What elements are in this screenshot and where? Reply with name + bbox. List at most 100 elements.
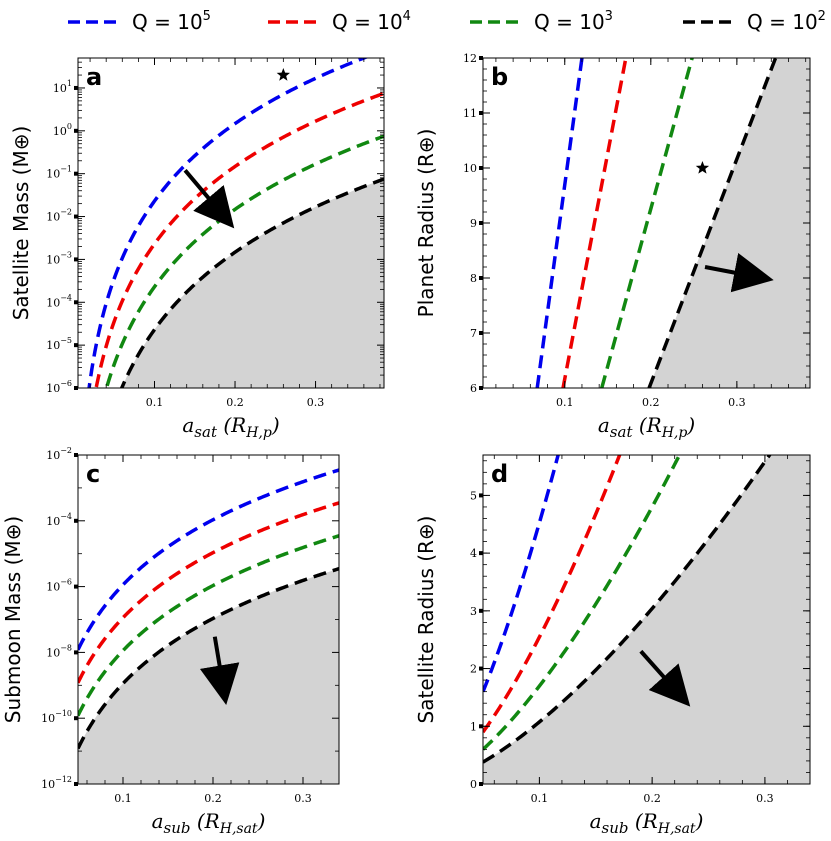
legend-entry-3: Q = 103 [470, 9, 613, 34]
y-tick-label: 10−2 [46, 208, 72, 224]
y-tick-label: 10−6 [46, 379, 72, 395]
legend-exponent: 2 [818, 9, 826, 24]
y-tick-mark [74, 584, 78, 589]
y-tick-exponent: −4 [60, 512, 72, 521]
y-tick-exponent: 1 [67, 79, 72, 88]
direction-arrow [199, 636, 240, 706]
y-tick-label: 0 [470, 778, 477, 791]
y-tick-exponent: −6 [60, 379, 72, 388]
star-marker [695, 161, 710, 174]
curve-q-10-3 [78, 534, 339, 717]
y-tick-label: 5 [470, 489, 477, 502]
y-tick-mark [479, 608, 483, 613]
legend-entry-4: Q = 102 [683, 9, 826, 34]
x-tick-label: 0.2 [204, 792, 222, 805]
curve-q-10-4 [94, 91, 384, 388]
x-axis-label-close: ) [257, 809, 266, 833]
y-tick-exponent: −4 [60, 293, 72, 302]
y-tick-mark [74, 214, 78, 219]
x-tick-label: 0.3 [728, 396, 746, 409]
y-tick-label: 6 [470, 382, 477, 395]
x-tick-label: 0.3 [756, 792, 774, 805]
y-axis-label: Satellite Mass (M⊕) [9, 126, 33, 321]
y-tick-label: 7 [470, 327, 477, 340]
y-tick-mark [479, 666, 483, 671]
y-tick-exponent: −5 [60, 336, 72, 345]
x-axis-label-close: ) [686, 413, 695, 437]
curve-q-10-3 [483, 455, 682, 751]
x-axis-label-close: ) [695, 809, 704, 833]
x-axis-label-units: (R [629, 809, 658, 833]
x-axis-label: asat (RH,p) [182, 413, 279, 441]
curve-q-10-4 [561, 58, 628, 388]
excluded-region [483, 455, 810, 784]
panel-letter: c [86, 460, 100, 488]
excluded-region [90, 179, 384, 388]
legend-label: Q = 104 [332, 9, 411, 34]
x-axis-label-units: (R [217, 413, 246, 437]
y-tick-exponent: −8 [60, 643, 72, 652]
y-tick-mark [479, 221, 483, 225]
panel-b: 0.1 0.2 0.3 6 7 8 9 10 11 12 asat (RH,p) Planet Rad… [414, 52, 811, 441]
curve-q-10-5 [483, 455, 560, 693]
x-axis-label-sub: sat [610, 423, 634, 441]
panel-a: 0.1 0.2 0.310−610−510−410−310−210−1100101a… [9, 57, 385, 441]
excluded-region [649, 58, 810, 388]
y-tick-mark [479, 276, 483, 280]
legend-exponent: 4 [403, 9, 411, 24]
direction-arrow [704, 252, 774, 293]
y-tick-exponent: −10 [55, 709, 72, 718]
x-tick-label: 0.1 [114, 792, 132, 805]
panel-letter: a [86, 63, 102, 91]
star-marker [276, 68, 290, 81]
y-axis-label: Satellite Radius (R⊕) [414, 516, 438, 724]
y-tick-label: 10−6 [46, 578, 72, 594]
y-tick-exponent: −2 [60, 446, 72, 455]
y-tick-mark [74, 343, 78, 348]
legend-entry-2: Q = 104 [268, 9, 411, 34]
y-tick-label: 10−4 [46, 512, 72, 528]
curve-q-10-4 [78, 501, 339, 684]
x-axis-label: asat (RH,p) [598, 413, 695, 441]
y-tick-mark [479, 386, 483, 390]
y-tick-label: 10−4 [46, 293, 72, 309]
x-axis-label-units-sub: H,p [661, 425, 688, 441]
y-tick-mark [74, 518, 78, 523]
y-tick-mark [479, 724, 483, 729]
x-tick-label: 0.2 [642, 396, 660, 409]
y-tick-label: 1 [470, 720, 477, 733]
y-tick-exponent: −2 [60, 208, 72, 217]
y-tick-exponent: −1 [60, 165, 72, 174]
y-tick-label: 2 [470, 663, 477, 676]
curve-q-10-2 [119, 177, 384, 388]
legend-exponent: 3 [605, 9, 613, 24]
y-tick-label: 4 [470, 547, 477, 560]
y-tick-mark [74, 128, 78, 133]
panel-letter: b [491, 63, 508, 91]
y-tick-label: 8 [470, 272, 477, 285]
y-tick-exponent: −6 [60, 578, 72, 587]
y-tick-mark [479, 493, 483, 498]
legend-entry-1: Q = 105 [68, 9, 211, 34]
x-axis-label-close: ) [271, 413, 280, 437]
y-tick-label: 12 [463, 52, 477, 65]
y-tick-label: 3 [470, 605, 477, 618]
y-tick-mark [74, 257, 78, 262]
y-tick-mark [479, 56, 483, 60]
y-tick-label: 10−12 [41, 775, 72, 791]
legend-label: Q = 105 [132, 9, 211, 34]
y-tick-label: 10−10 [41, 709, 72, 725]
y-axis-label: Planet Radius (R⊕) [414, 129, 438, 318]
y-tick-mark [479, 331, 483, 335]
curve-q-10-2 [483, 455, 772, 764]
y-tick-label: 9 [470, 217, 477, 230]
curve-q-10-5 [535, 58, 584, 388]
y-tick-mark [74, 716, 78, 721]
y-tick-label: 10−2 [46, 446, 72, 462]
y-tick-label: 10−1 [46, 165, 72, 181]
x-axis-label-sub: sub [164, 819, 191, 837]
y-tick-exponent: −12 [55, 775, 72, 784]
y-tick-mark [74, 453, 78, 457]
curve-q-10-3 [600, 58, 694, 388]
x-tick-label: 0.3 [294, 792, 312, 805]
